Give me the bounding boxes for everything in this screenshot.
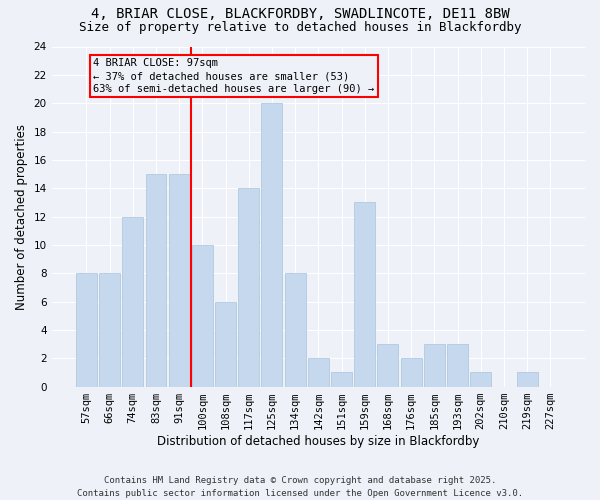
Bar <box>238 188 259 386</box>
Y-axis label: Number of detached properties: Number of detached properties <box>15 124 28 310</box>
Text: Contains HM Land Registry data © Crown copyright and database right 2025.
Contai: Contains HM Land Registry data © Crown c… <box>77 476 523 498</box>
Bar <box>99 273 120 386</box>
Bar <box>517 372 538 386</box>
Bar <box>424 344 445 387</box>
Bar <box>377 344 398 387</box>
Text: 4 BRIAR CLOSE: 97sqm
← 37% of detached houses are smaller (53)
63% of semi-detac: 4 BRIAR CLOSE: 97sqm ← 37% of detached h… <box>94 58 374 94</box>
Bar <box>122 216 143 386</box>
Bar <box>262 103 283 387</box>
Bar <box>470 372 491 386</box>
Bar <box>447 344 468 387</box>
Text: Size of property relative to detached houses in Blackfordby: Size of property relative to detached ho… <box>79 21 521 34</box>
Text: 4, BRIAR CLOSE, BLACKFORDBY, SWADLINCOTE, DE11 8BW: 4, BRIAR CLOSE, BLACKFORDBY, SWADLINCOTE… <box>91 8 509 22</box>
Bar <box>284 273 305 386</box>
Bar <box>401 358 422 386</box>
Bar <box>169 174 190 386</box>
X-axis label: Distribution of detached houses by size in Blackfordby: Distribution of detached houses by size … <box>157 434 479 448</box>
Bar <box>76 273 97 386</box>
Bar <box>354 202 375 386</box>
Bar <box>146 174 166 386</box>
Bar <box>215 302 236 386</box>
Bar <box>331 372 352 386</box>
Bar <box>192 245 213 386</box>
Bar <box>308 358 329 386</box>
